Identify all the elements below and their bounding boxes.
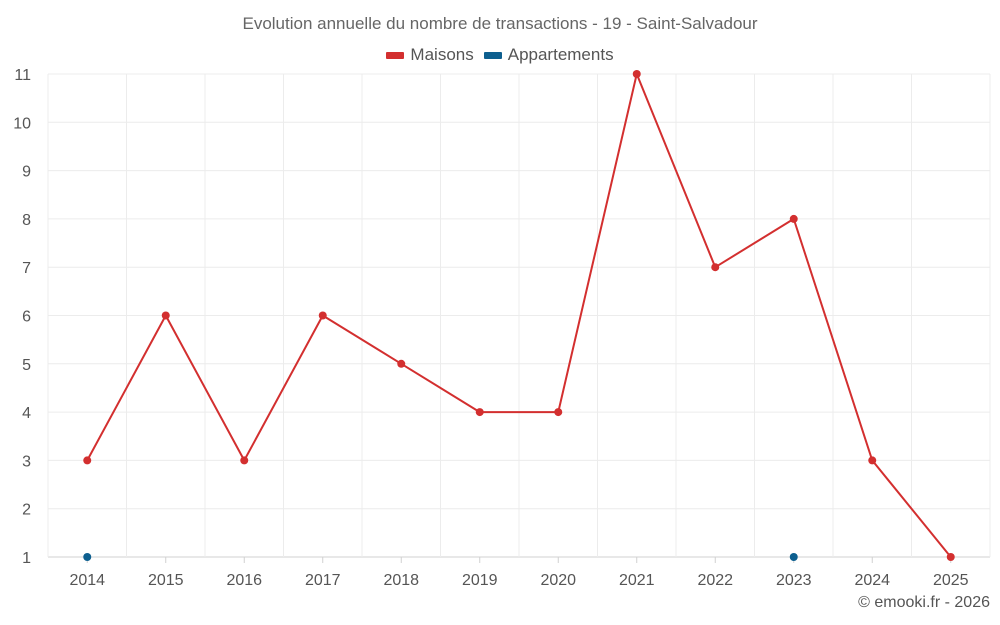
data-point-maisons-2017 xyxy=(318,311,327,320)
y-tick-label-5: 5 xyxy=(22,357,31,374)
data-point-maisons-2020 xyxy=(554,408,563,417)
data-point-maisons-2024 xyxy=(868,456,877,465)
credit-text: © emooki.fr - 2026 xyxy=(858,594,990,611)
x-tick-label-2020: 2020 xyxy=(540,572,576,589)
x-tick-label-2024: 2024 xyxy=(854,572,890,589)
y-tick-label-8: 8 xyxy=(22,212,31,229)
y-tick-label-6: 6 xyxy=(22,309,31,326)
x-tick-label-2021: 2021 xyxy=(619,572,655,589)
y-tick-label-3: 3 xyxy=(22,453,31,470)
x-tick-label-2025: 2025 xyxy=(933,572,969,589)
x-tick-label-2015: 2015 xyxy=(148,572,184,589)
data-point-maisons-2021 xyxy=(632,70,641,78)
y-tick-label-10: 10 xyxy=(13,115,31,132)
legend-item-appartements[interactable]: Appartements xyxy=(483,45,614,65)
legend-item-maisons[interactable]: Maisons xyxy=(386,45,474,65)
data-point-maisons-2025 xyxy=(946,553,955,561)
legend-swatch-maisons xyxy=(386,51,405,59)
y-tick-label-4: 4 xyxy=(22,405,31,422)
data-point-maisons-2015 xyxy=(161,311,170,320)
y-tick-label-2: 2 xyxy=(22,502,31,519)
x-tick-label-2018: 2018 xyxy=(383,572,419,589)
data-point-maisons-2023 xyxy=(789,214,798,223)
x-tick-label-2023: 2023 xyxy=(776,572,812,589)
legend-label-maisons: Maisons xyxy=(410,45,474,64)
y-tick-label-9: 9 xyxy=(22,164,31,181)
data-point-maisons-2016 xyxy=(240,456,249,465)
data-point-maisons-2022 xyxy=(711,263,720,272)
legend: Maisons Appartements xyxy=(0,45,1000,65)
legend-label-appartements: Appartements xyxy=(507,45,614,64)
series-line-maisons xyxy=(86,73,952,558)
legend-swatch-appartements xyxy=(483,51,502,59)
chart-title: Evolution annuelle du nombre de transact… xyxy=(242,14,758,33)
y-tick-label-7: 7 xyxy=(22,260,31,277)
x-tick-label-2014: 2014 xyxy=(69,572,105,589)
x-tick-label-2016: 2016 xyxy=(226,572,262,589)
y-tick-label-11: 11 xyxy=(14,67,31,84)
data-point-appartements-2014 xyxy=(83,553,92,561)
data-point-maisons-2019 xyxy=(475,408,484,417)
x-tick-label-2019: 2019 xyxy=(462,572,498,589)
x-tick-label-2017: 2017 xyxy=(305,572,341,589)
data-point-maisons-2018 xyxy=(397,359,406,368)
data-point-appartements-2023 xyxy=(789,553,798,561)
data-point-maisons-2014 xyxy=(83,456,92,465)
x-tick-label-2022: 2022 xyxy=(697,572,733,589)
y-tick-label-1: 1 xyxy=(22,550,31,567)
